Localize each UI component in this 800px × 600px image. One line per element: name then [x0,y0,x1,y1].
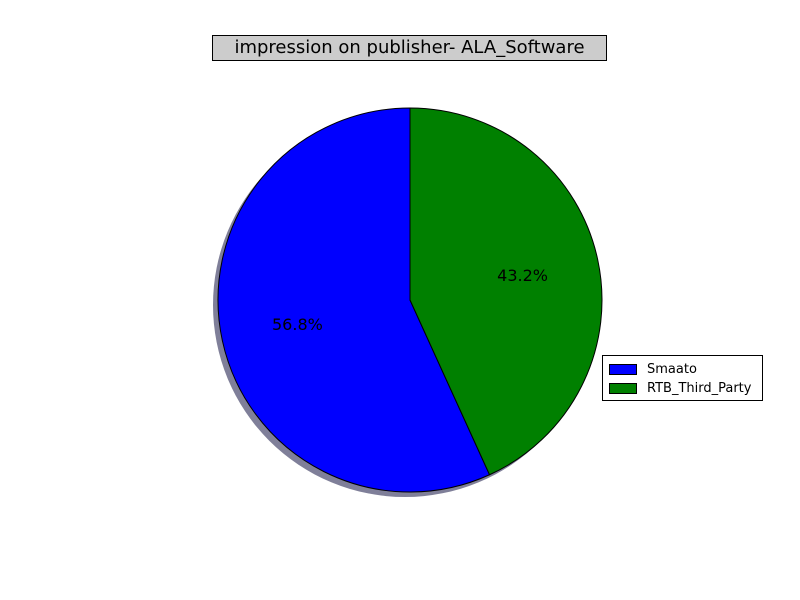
legend-label-rtb-third-party: RTB_Third_Party [647,381,752,396]
chart-legend: Smaato RTB_Third_Party [602,355,763,401]
legend-label-smaato: Smaato [647,362,697,377]
legend-item-rtb-third-party: RTB_Third_Party [609,379,756,398]
slice-label-smaato: 56.8% [272,315,323,334]
legend-item-smaato: Smaato [609,360,756,379]
pie-slice-smaato [217,107,491,493]
legend-swatch-smaato [609,364,637,375]
slice-label-rtb-third-party: 43.2% [497,266,548,285]
pie-slice-rtb-third-party [409,107,603,476]
legend-swatch-rtb-third-party [609,383,637,394]
chart-title: impression on publisher- ALA_Software [212,35,607,61]
